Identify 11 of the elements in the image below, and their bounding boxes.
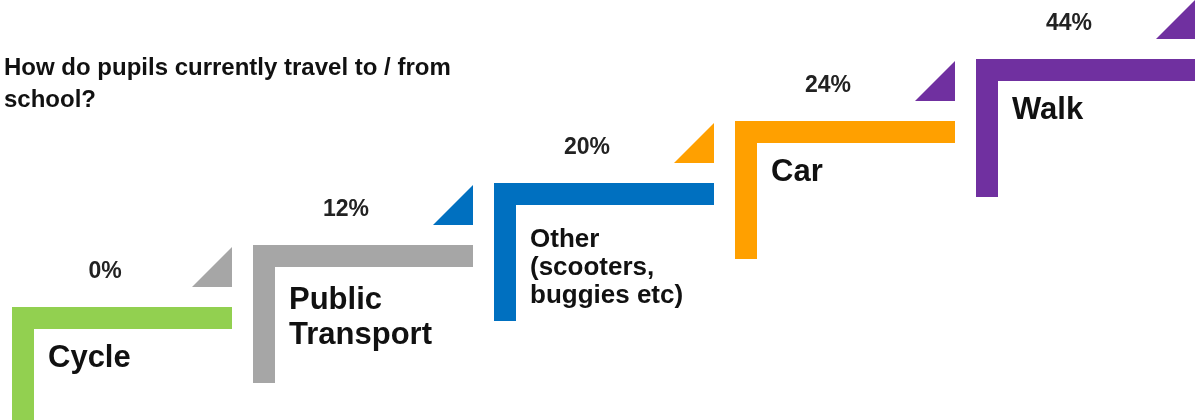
data-label: 44% [1045,9,1093,35]
data-label: 12% [322,195,370,221]
category-label: Other (scooters, buggies etc) [530,223,684,309]
data-label: 20% [563,133,611,159]
category-label: Cycle [48,339,131,374]
data-label: 0% [88,257,122,283]
category-label: Walk [1012,91,1084,126]
category-label: Car [771,153,823,188]
data-label: 24% [804,71,852,97]
text: How do pupils currently travel to / from school? [4,53,451,112]
category-label: Public Transport [289,281,432,351]
